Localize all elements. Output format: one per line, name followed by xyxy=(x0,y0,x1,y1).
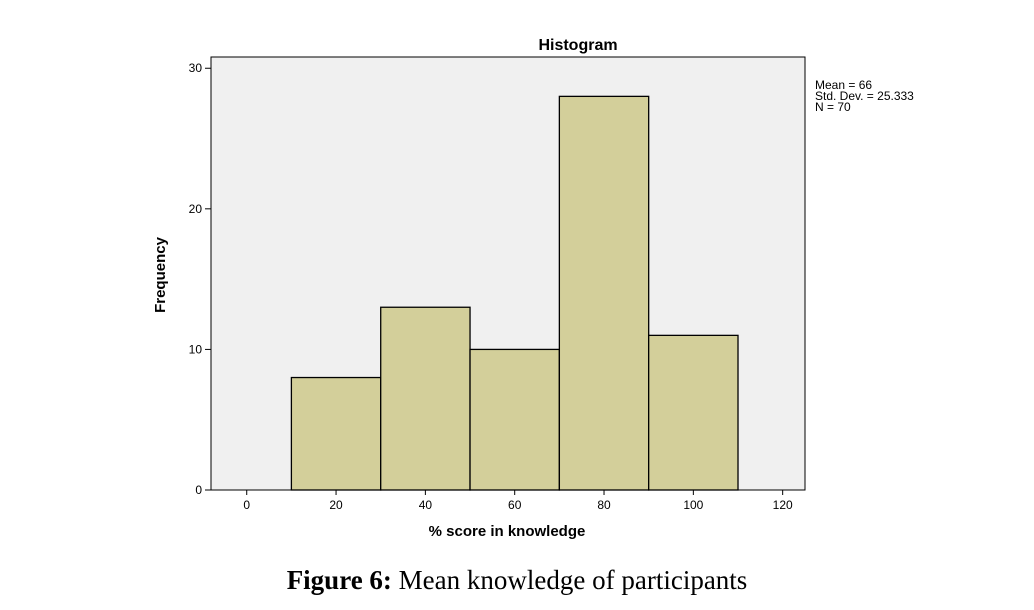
x-axis-label: % score in knowledge xyxy=(429,523,586,540)
axes: 0 20 40 60 80 100 120 0 10 20 30 xyxy=(189,61,793,512)
stat-n: N = 70 xyxy=(815,100,851,114)
bars xyxy=(290,95,739,491)
y-tick-label: 20 xyxy=(189,202,203,216)
stat-std-dev: Std. Dev. = 25.333 xyxy=(815,89,914,103)
histogram-bar-2 xyxy=(380,306,471,491)
x-tick-label: 0 xyxy=(243,498,250,512)
figure-caption: Figure 6: Mean knowledge of participants xyxy=(0,565,1034,596)
histogram-bar-5 xyxy=(648,334,739,491)
x-tick-label: 120 xyxy=(773,498,793,512)
y-tick-label: 10 xyxy=(189,342,203,356)
histogram-chart: 0 20 40 60 80 100 120 0 10 20 30 Histogram % score… xyxy=(152,37,806,540)
x-tick-label: 80 xyxy=(597,498,611,512)
y-axis-label: Frequency xyxy=(152,236,169,313)
summary-statistics: Mean = 66 Std. Dev. = 25.333 N = 70 xyxy=(815,78,914,114)
figure-caption-text: Mean knowledge of participants xyxy=(391,565,748,595)
figure-caption-label: Figure 6: xyxy=(286,565,392,595)
histogram-bar-3 xyxy=(469,348,561,491)
y-tick-label: 0 xyxy=(195,483,202,497)
y-tick-label: 30 xyxy=(189,61,203,75)
chart-title: Histogram xyxy=(538,37,617,54)
x-tick-label: 20 xyxy=(329,498,343,512)
histogram-bar-1 xyxy=(290,376,382,491)
x-tick-label: 60 xyxy=(508,498,522,512)
x-tick-label: 100 xyxy=(683,498,703,512)
x-tick-label: 40 xyxy=(419,498,433,512)
stat-mean: Mean = 66 xyxy=(815,78,873,92)
histogram-bar-4 xyxy=(558,95,650,491)
